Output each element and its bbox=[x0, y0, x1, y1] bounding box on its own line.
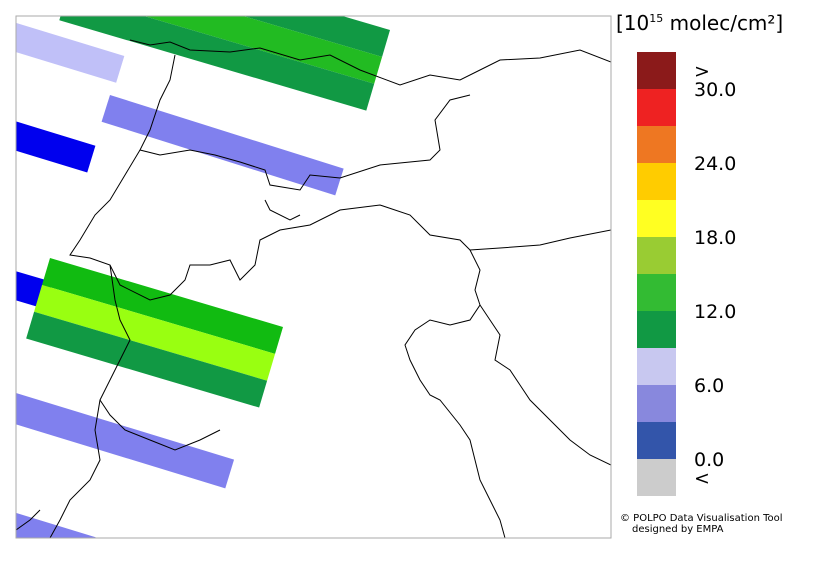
colorbar-label: 12.0 bbox=[694, 301, 736, 323]
colorbar-title: [1015 molec/cm²] bbox=[616, 11, 783, 35]
borders bbox=[16, 39, 611, 538]
colorbar-label: 18.0 bbox=[694, 227, 736, 249]
swath bbox=[101, 95, 344, 196]
colorbar-box bbox=[637, 385, 676, 422]
colorbar-box bbox=[637, 52, 676, 89]
colorbar-box bbox=[637, 348, 676, 385]
colorbar-label: > bbox=[694, 61, 710, 83]
colorbar-label: 30.0 bbox=[694, 79, 736, 101]
swath bbox=[16, 508, 96, 538]
map-frame bbox=[15, 15, 612, 539]
colorbar-box bbox=[637, 126, 676, 163]
colorbar-box bbox=[637, 274, 676, 311]
swath bbox=[16, 265, 53, 309]
swath bbox=[16, 381, 235, 489]
colorbar-label: < bbox=[694, 468, 710, 490]
colorbar-box bbox=[637, 163, 676, 200]
colorbar: >30.0 24.0 18.0 12.0 6.0 0.0< bbox=[637, 52, 736, 496]
colorbar-label: 24.0 bbox=[694, 153, 736, 175]
colorbar-label: 6.0 bbox=[694, 375, 724, 397]
colorbar-box bbox=[637, 200, 676, 237]
credit: © POLPO Data Visualisation Tool bbox=[620, 513, 783, 524]
swath bbox=[16, 16, 125, 83]
colorbar-label: 0.0 bbox=[694, 449, 724, 471]
colorbar-box bbox=[637, 422, 676, 459]
swath bbox=[59, 16, 390, 111]
colorbar-box bbox=[637, 311, 676, 348]
colorbar-box bbox=[637, 89, 676, 126]
colorbar-box bbox=[637, 459, 676, 496]
swath bbox=[26, 258, 283, 408]
credit: designed by EMPA bbox=[632, 524, 724, 535]
swath bbox=[16, 115, 96, 173]
map bbox=[16, 16, 611, 538]
colorbar-box bbox=[637, 237, 676, 274]
